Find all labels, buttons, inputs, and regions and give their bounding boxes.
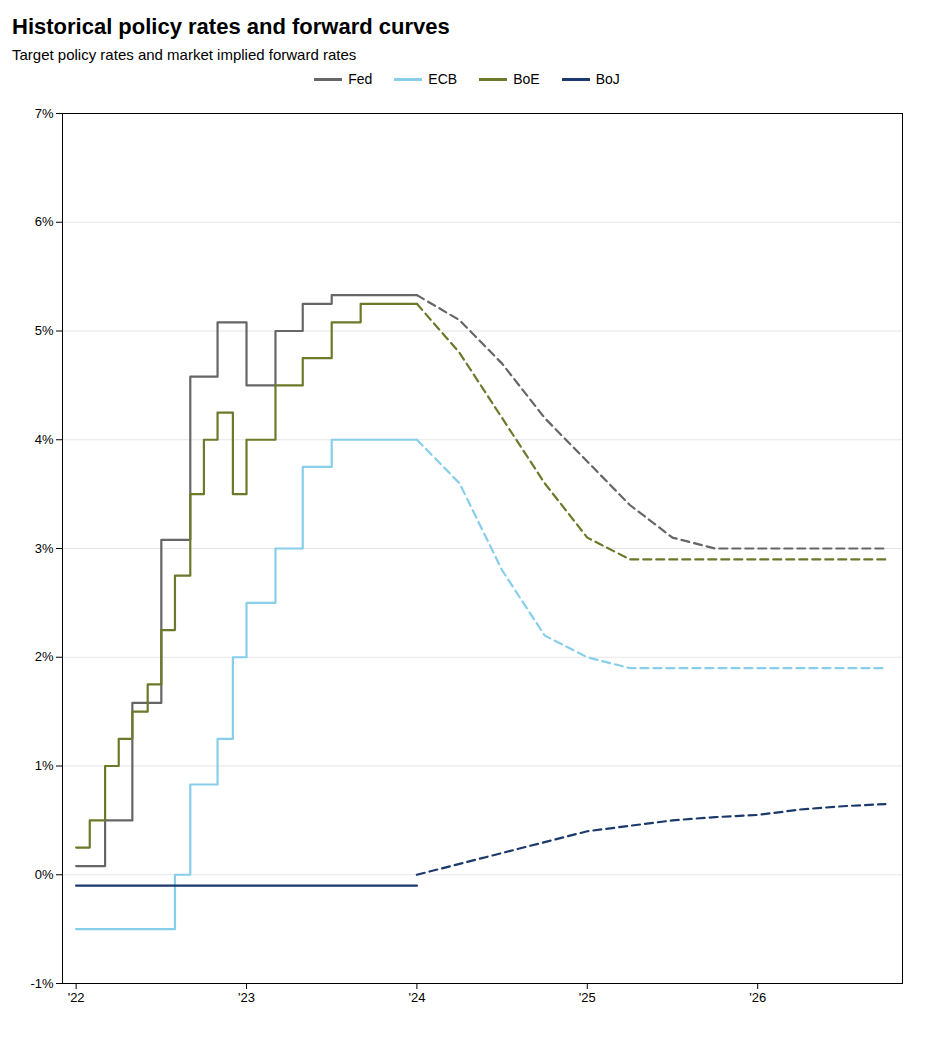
svg-text:7%: 7% <box>35 106 54 121</box>
svg-text:'22: '22 <box>68 990 85 1005</box>
html-text:ECB: ECB <box>428 71 458 87</box>
html-text:Historical policy rates and fo: Historical policy rates and forward curv… <box>12 14 450 39</box>
svg-text:'24: '24 <box>408 990 425 1005</box>
svg-text:'23: '23 <box>238 990 255 1005</box>
svg-text:4%: 4% <box>35 432 54 447</box>
svg-text:6%: 6% <box>35 214 54 229</box>
svg-text:0%: 0% <box>35 867 54 882</box>
svg-text:5%: 5% <box>35 323 54 338</box>
svg-text:2%: 2% <box>35 649 54 664</box>
html-text:BoJ: BoJ <box>595 71 620 87</box>
svg-text:3%: 3% <box>35 541 54 556</box>
svg-text:'26: '26 <box>749 990 766 1005</box>
html-text:Fed: Fed <box>348 71 373 87</box>
svg-text:'25: '25 <box>579 990 596 1005</box>
svg-text:-1%: -1% <box>30 976 54 991</box>
html-text:BoE: BoE <box>513 71 540 87</box>
svg-text:1%: 1% <box>35 758 54 773</box>
html-text:Target policy rates and market: Target policy rates and market implied f… <box>12 46 357 63</box>
